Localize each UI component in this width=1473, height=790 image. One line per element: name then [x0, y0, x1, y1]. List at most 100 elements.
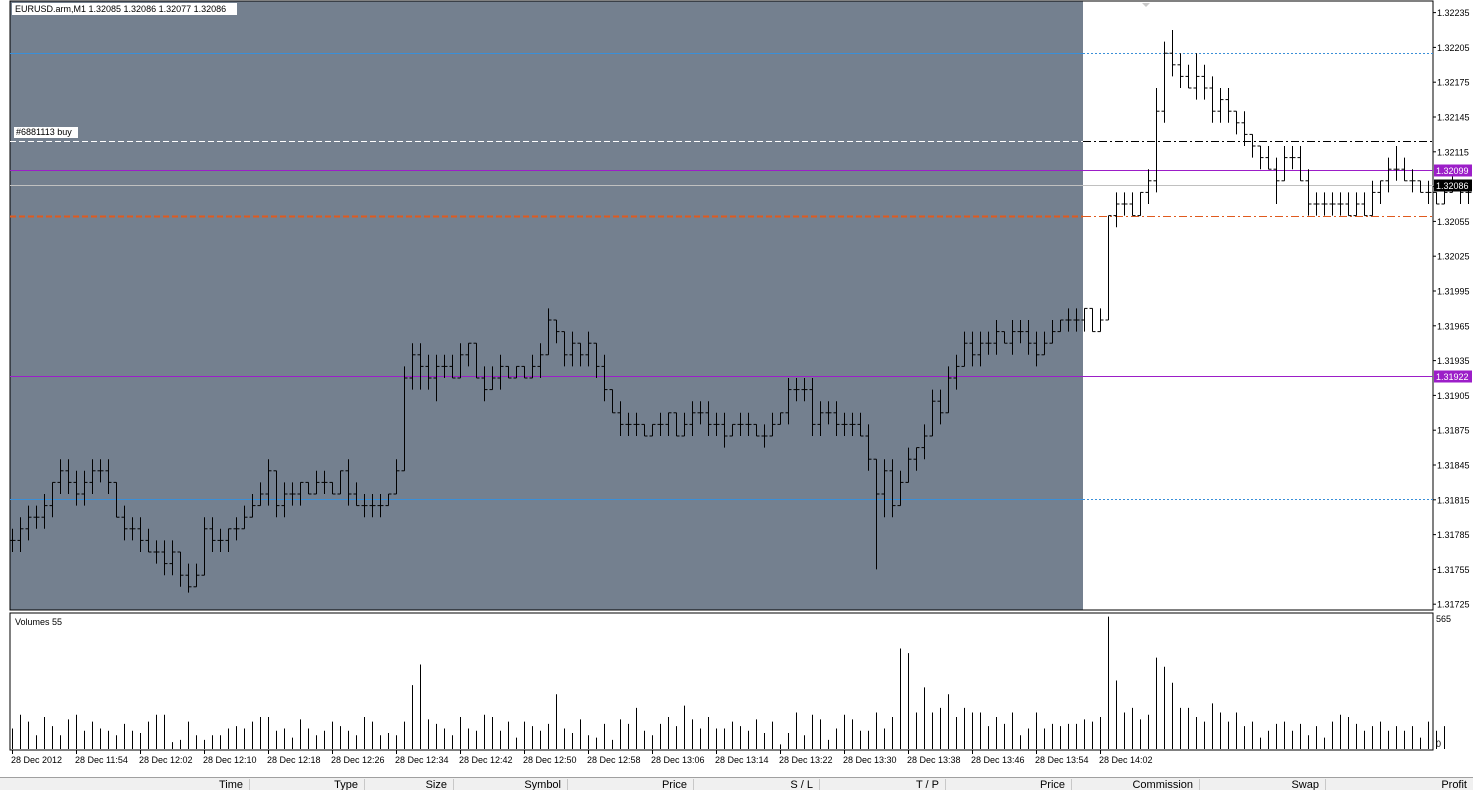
price-bar — [113, 481, 120, 518]
y-tick-label: 1.32055 — [1437, 217, 1470, 227]
price-bar — [817, 401, 824, 436]
x-tick-label: 28 Dec 12:18 — [267, 755, 321, 765]
price-bar — [89, 459, 96, 494]
price-bar — [65, 459, 72, 494]
volume-min-label: 0 — [1436, 739, 1441, 749]
price-bar — [201, 517, 208, 576]
col-swap[interactable]: Swap — [1200, 779, 1326, 790]
order-label-bg — [14, 127, 78, 138]
price-bar — [777, 412, 784, 425]
volume-max-label: 565 — [1436, 614, 1451, 624]
x-tick-label: 28 Dec 12:10 — [203, 755, 257, 765]
price-levels — [10, 53, 1433, 500]
price-bar — [409, 343, 416, 390]
price-bar — [1025, 320, 1032, 355]
x-tick-label: 28 Dec 11:54 — [75, 755, 128, 765]
price-bar — [801, 378, 808, 402]
chart-title-bg — [12, 3, 237, 15]
x-tick-label: 28 Dec 13:54 — [1035, 755, 1089, 765]
order-label[interactable]: #6881113 buy — [16, 127, 72, 137]
x-tick-label: 28 Dec 2012 — [11, 755, 62, 765]
y-tick-label: 1.32025 — [1437, 252, 1470, 262]
price-bar — [1089, 307, 1096, 333]
price-bar — [1001, 331, 1008, 344]
price-bar — [1161, 41, 1168, 123]
price-bar — [673, 412, 680, 437]
y-tick-label: 1.32175 — [1437, 78, 1470, 88]
chart-shift-icon[interactable] — [1142, 3, 1150, 7]
price-bar — [529, 354, 536, 379]
x-tick-label: 28 Dec 13:30 — [843, 755, 897, 765]
price-bar — [353, 482, 360, 507]
col-time[interactable]: Time — [0, 779, 250, 790]
price-bar — [897, 470, 904, 507]
price-bar — [585, 331, 592, 367]
price-bar — [1233, 110, 1240, 135]
price-bar — [1113, 192, 1120, 228]
price-bar — [481, 366, 488, 402]
history-background — [10, 1, 1083, 610]
price-bar — [873, 458, 880, 570]
price-bar — [841, 412, 848, 436]
col-symbol[interactable]: Symbol — [454, 779, 568, 790]
price-bar — [121, 505, 128, 541]
col-price-current[interactable]: Price — [946, 779, 1072, 790]
price-bar — [305, 481, 312, 495]
price-bar — [41, 494, 48, 529]
price-bar — [169, 540, 176, 576]
price-bar — [129, 517, 136, 541]
price-bar — [457, 343, 464, 379]
col-type[interactable]: Type — [250, 779, 365, 790]
price-bar — [969, 331, 976, 367]
price-bar — [569, 331, 576, 367]
price-bar — [1081, 307, 1088, 332]
x-tick-label: 28 Dec 13:06 — [651, 755, 705, 765]
price-bar — [505, 365, 512, 379]
price-bar — [1073, 308, 1080, 332]
col-tp[interactable]: T / P — [820, 779, 946, 790]
price-bar — [105, 459, 112, 494]
price-bar — [329, 481, 336, 495]
level-label-2: 1.31922 — [1436, 372, 1469, 382]
x-tick-label: 28 Dec 12:34 — [395, 755, 449, 765]
price-bar — [865, 424, 872, 471]
level-label-0: 1.32099 — [1436, 166, 1469, 176]
price-bar — [625, 412, 632, 436]
price-bar — [281, 482, 288, 518]
price-bar — [1201, 64, 1208, 100]
price-bar — [929, 389, 936, 437]
price-bar — [1041, 331, 1048, 356]
price-bar — [1257, 145, 1264, 170]
price-bar — [1329, 192, 1336, 216]
price-bar — [361, 494, 368, 518]
price-bar — [321, 470, 328, 494]
col-price[interactable]: Price — [568, 779, 694, 790]
y-tick-label: 1.32235 — [1437, 8, 1470, 18]
col-sl[interactable]: S / L — [694, 779, 820, 790]
price-bar — [1217, 88, 1224, 123]
price-bar — [1353, 192, 1360, 217]
price-bar — [217, 528, 224, 552]
price-bar — [1385, 157, 1392, 193]
y-tick-label: 1.31875 — [1437, 426, 1470, 436]
price-bar — [1049, 320, 1056, 344]
price-bar — [713, 412, 720, 436]
price-bar — [441, 354, 448, 378]
col-size[interactable]: Size — [365, 779, 454, 790]
y-tick-label: 1.31755 — [1437, 565, 1470, 575]
price-bar — [905, 447, 912, 483]
price-bar — [473, 342, 480, 379]
price-bar — [1169, 30, 1176, 77]
price-bar — [1345, 192, 1352, 217]
col-commission[interactable]: Commission — [1072, 779, 1200, 790]
price-bar — [449, 354, 456, 379]
x-tick-label: 28 Dec 14:02 — [1099, 755, 1153, 765]
price-bar — [1153, 88, 1160, 193]
price-bar — [97, 459, 104, 483]
price-bar — [25, 505, 32, 541]
col-profit[interactable]: Profit — [1441, 779, 1467, 790]
y-tick-label: 1.31815 — [1437, 495, 1470, 505]
y-tick-label: 1.32145 — [1437, 113, 1470, 123]
price-bar — [1337, 192, 1344, 216]
